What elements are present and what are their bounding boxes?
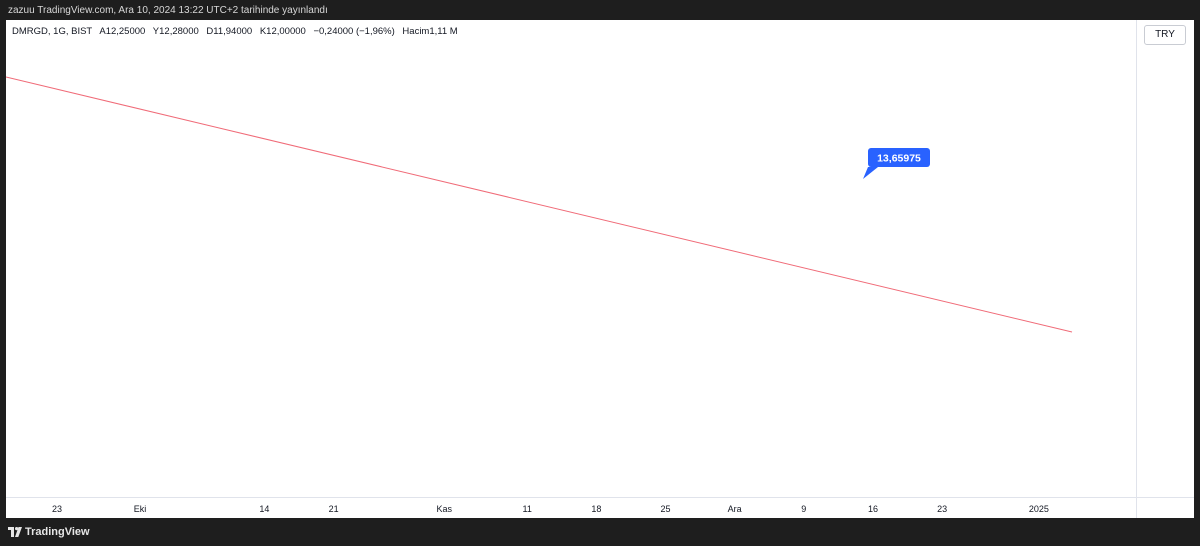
target-price-label: 13,65975 <box>863 148 930 179</box>
currency-button[interactable]: TRY <box>1144 25 1186 45</box>
time-axis[interactable]: 23 Eki 14 21 Kas 11 18 25 Ara 9 16 23 2025 <box>52 504 1049 514</box>
time-tick-label: 2025 <box>1029 504 1049 514</box>
footer-bar: TradingView <box>0 518 1200 546</box>
time-tick-label: Ara <box>728 504 742 514</box>
published-text: zazuu TradingView.com, Ara 10, 2024 13:2… <box>8 5 328 16</box>
time-tick-label: 14 <box>259 504 269 514</box>
time-tick-label: 16 <box>868 504 878 514</box>
tradingview-logo-icon[interactable] <box>8 527 22 537</box>
arrows-layer: 13,65975 <box>863 148 930 179</box>
tradingview-brand[interactable]: TradingView <box>25 526 90 538</box>
target-label-pointer <box>863 167 878 179</box>
high-value: Y12,28000 <box>152 26 199 37</box>
drawing-lines-layer <box>6 76 1073 333</box>
volume-value: Hacim1,11 M <box>402 26 458 37</box>
time-tick-label: Kas <box>436 504 452 514</box>
time-tick-label: 25 <box>661 504 671 514</box>
open-value: A12,25000 <box>99 26 146 37</box>
time-tick-label: 18 <box>591 504 601 514</box>
time-tick-label: Eki <box>134 504 147 514</box>
symbol-name[interactable]: DMRGD, 1G, BIST <box>12 26 93 37</box>
close-value: K12,00000 <box>259 26 306 37</box>
change-value: −0,24000 (−1,96%) <box>313 26 395 37</box>
time-tick-label: 23 <box>52 504 62 514</box>
symbol-legend: DMRGD, 1G, BIST A12,25000 Y12,28000 D11,… <box>12 26 463 37</box>
chart-panel[interactable]: 13,65975 15,0000014,5000014,0000013,5000… <box>6 20 1194 518</box>
target-label-text: 13,65975 <box>877 153 921 165</box>
price-chart[interactable]: 13,65975 15,0000014,5000014,0000013,5000… <box>6 20 1194 518</box>
time-tick-label: 21 <box>329 504 339 514</box>
time-tick-label: 9 <box>801 504 806 514</box>
grid-layer <box>6 20 1194 518</box>
time-tick-label: 11 <box>523 504 532 514</box>
low-value: D11,94000 <box>206 26 253 37</box>
published-bar: zazuu TradingView.com, Ara 10, 2024 13:2… <box>0 0 1200 20</box>
target-label-box <box>868 148 930 167</box>
time-tick-label: 23 <box>937 504 947 514</box>
descending-trendline <box>6 76 1073 333</box>
